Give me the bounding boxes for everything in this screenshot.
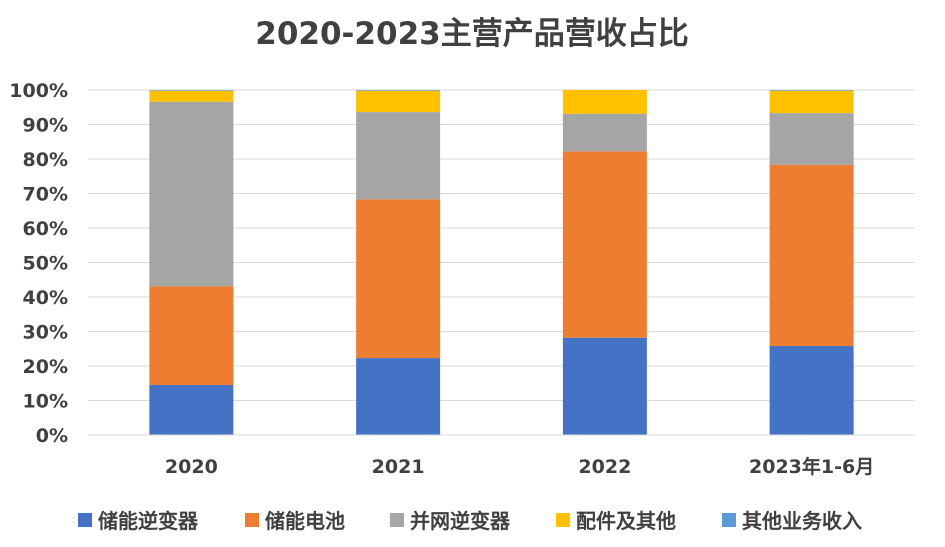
y-tick-label: 100% [9, 80, 68, 102]
x-tick-label: 2023年1-6月 [749, 455, 874, 478]
chart-title: 2020-2023主营产品营收占比 [255, 16, 688, 52]
legend-label: 储能逆变器 [98, 509, 199, 533]
bar-segment [769, 345, 854, 435]
bar-segment [149, 101, 234, 287]
legend: 储能逆变器 储能电池 并网逆变器 配件及其他 其他业务收入 [78, 509, 862, 533]
y-tick-label: 40% [23, 287, 68, 309]
legend-swatch [556, 513, 570, 527]
bar-segment [562, 113, 647, 152]
x-tick-label: 2021 [372, 456, 425, 478]
bar-segment [356, 358, 441, 435]
y-tick-label: 20% [23, 356, 68, 378]
legend-swatch [245, 513, 259, 527]
bar-segment [769, 90, 854, 91]
legend-swatch [390, 513, 404, 527]
bar-segment [562, 151, 647, 338]
legend-label: 并网逆变器 [410, 509, 511, 533]
x-axis-tick-labels: 2020 2021 2022 2023年1-6月 [165, 455, 874, 478]
y-tick-label: 60% [23, 218, 68, 240]
bar-segment [562, 337, 647, 435]
y-tick-label: 80% [23, 149, 68, 171]
bar-segment [769, 90, 854, 114]
y-tick-label: 30% [23, 322, 68, 344]
y-tick-label: 0% [36, 425, 68, 447]
bar-segment [356, 112, 441, 200]
bar-segment [769, 164, 854, 346]
bar-segment [356, 90, 441, 113]
bar-segment [149, 90, 234, 91]
bar-segment [356, 199, 441, 359]
bar-segment [769, 113, 854, 165]
y-tick-label: 70% [23, 184, 68, 206]
legend-swatch [78, 513, 92, 527]
x-tick-label: 2022 [578, 456, 631, 478]
legend-label: 储能电池 [265, 509, 345, 533]
bar-segment [562, 90, 647, 114]
y-tick-label: 90% [23, 115, 68, 137]
bar-segment [149, 384, 234, 435]
y-tick-label: 50% [23, 253, 68, 275]
bar-segment [356, 90, 441, 91]
y-axis-tick-labels: 0% 10% 20% 30% 40% 50% 60% 70% 80% 90% 100% [9, 80, 68, 447]
bars [149, 90, 854, 435]
bar-segment [149, 286, 234, 385]
x-tick-label: 2020 [165, 456, 218, 478]
y-tick-label: 10% [23, 391, 68, 413]
legend-label: 其他业务收入 [742, 509, 862, 533]
legend-label: 配件及其他 [576, 509, 676, 533]
bar-segment [149, 90, 234, 102]
legend-swatch [722, 513, 736, 527]
